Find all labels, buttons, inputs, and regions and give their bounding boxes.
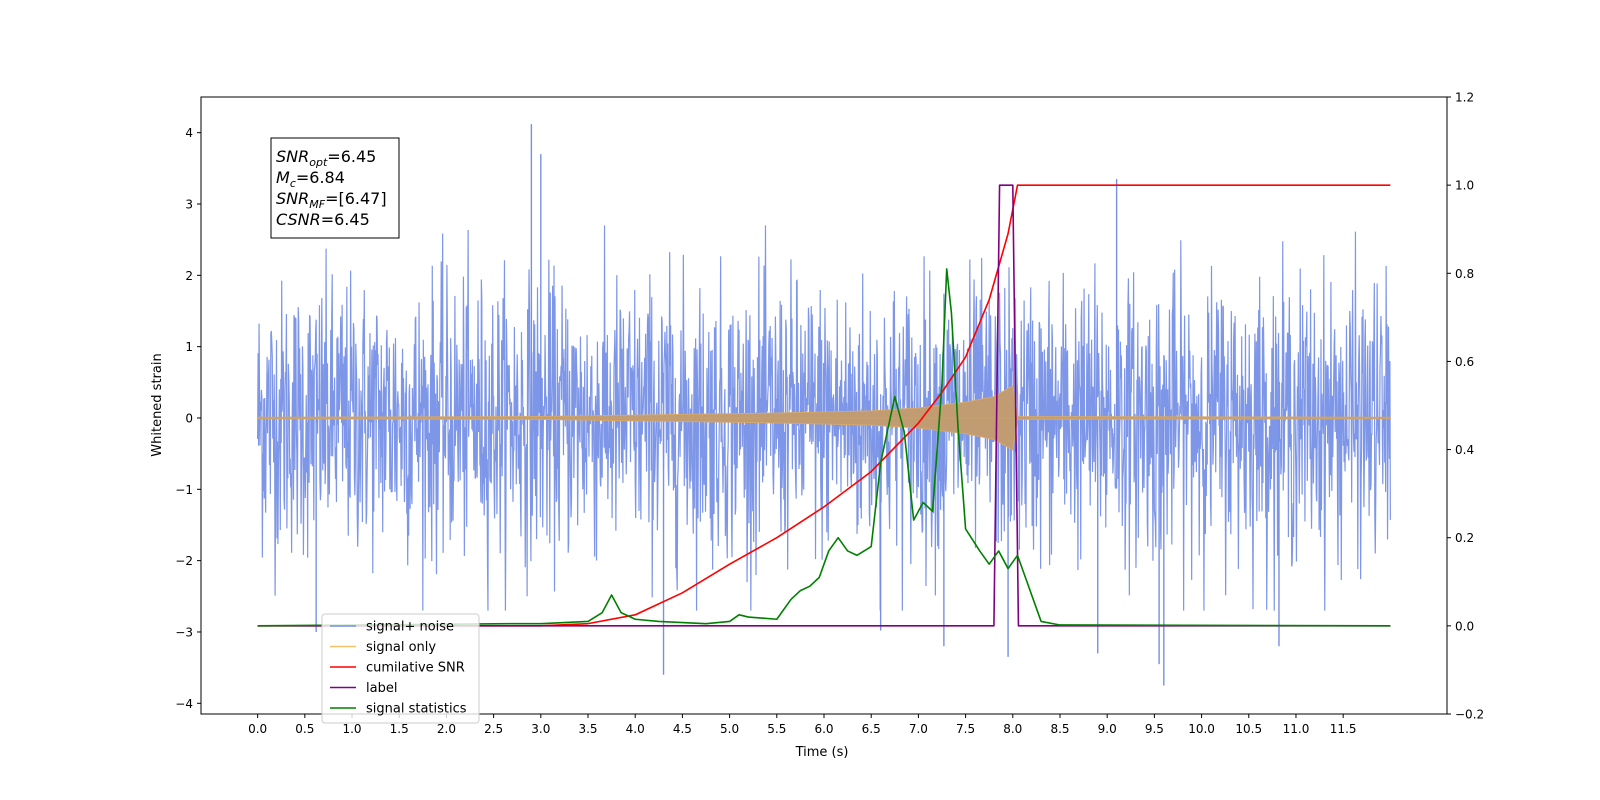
series-signal-only bbox=[257, 385, 1391, 451]
legend-label: cumilative SNR bbox=[366, 661, 465, 676]
x-tick-label: 9.5 bbox=[1145, 722, 1164, 736]
x-tick-label: 6.5 bbox=[862, 722, 881, 736]
x-tick-label: 0.5 bbox=[295, 722, 314, 736]
y-tick-label: 3 bbox=[185, 197, 193, 211]
x-tick-label: 8.5 bbox=[1050, 722, 1069, 736]
x-tick-label: 10.0 bbox=[1188, 722, 1215, 736]
y-tick-label: 1 bbox=[185, 340, 193, 354]
series-signal-noise bbox=[257, 124, 1391, 686]
x-axis-ticks: 0.0 0.5 1.0 1.5 2.0 2.5 3.0 3.5 4.0 4.5 5.0 5.5 6.0 6… bbox=[248, 714, 1357, 736]
y-tick-label: 4 bbox=[185, 126, 193, 140]
x-tick-label: 11.0 bbox=[1283, 722, 1310, 736]
x-tick-label: 3.5 bbox=[578, 722, 597, 736]
x-tick-label: 1.5 bbox=[390, 722, 409, 736]
annotation-box: SNRopt=6.45 Mc=6.84 SNRMF=[6.47] CSNR=6.45 bbox=[270, 137, 400, 239]
series-label bbox=[257, 184, 1391, 627]
x-tick-label: 7.5 bbox=[956, 722, 975, 736]
x-axis-label: Time (s) bbox=[795, 745, 849, 760]
x-tick-label: 11.5 bbox=[1330, 722, 1357, 736]
annotation-line: CSNR bbox=[276, 210, 321, 229]
x-tick-label: 7.0 bbox=[909, 722, 928, 736]
y-tick-label: 2 bbox=[185, 269, 193, 283]
y2-tick-label: 0.2 bbox=[1455, 531, 1474, 545]
y2-tick-label: 0.8 bbox=[1455, 267, 1474, 281]
y-tick-label: −4 bbox=[175, 697, 193, 711]
annotation-line: SNR bbox=[276, 147, 309, 166]
x-tick-label: 2.0 bbox=[437, 722, 456, 736]
y-tick-label: 0 bbox=[185, 411, 193, 425]
y2-tick-label: 1.2 bbox=[1455, 91, 1474, 105]
x-tick-label: 8.0 bbox=[1003, 722, 1022, 736]
y-tick-label: −1 bbox=[175, 483, 193, 497]
y2-tick-label: −0.2 bbox=[1455, 708, 1484, 722]
y-axis-label: Whitened strain bbox=[150, 353, 165, 456]
y-axis-ticks: 4 3 2 1 0 −1 −2 −3 −4 bbox=[175, 126, 201, 711]
x-tick-label: 4.0 bbox=[626, 722, 645, 736]
legend-label: label bbox=[366, 681, 397, 696]
x-tick-label: 9.0 bbox=[1098, 722, 1117, 736]
legend-label: signal+ noise bbox=[366, 620, 454, 635]
annotation-line: SNR bbox=[276, 189, 309, 208]
y2-tick-label: 0.0 bbox=[1455, 619, 1474, 633]
annotation-line: M bbox=[276, 168, 290, 187]
series-signal-statistics bbox=[257, 268, 1391, 627]
y2-axis-ticks: 1.2 1.0 0.8 0.6 0.4 0.2 0.0 −0.2 bbox=[1447, 91, 1484, 722]
x-tick-label: 1.0 bbox=[342, 722, 361, 736]
x-tick-label: 0.0 bbox=[248, 722, 267, 736]
plot-area bbox=[257, 124, 1391, 686]
x-tick-label: 3.0 bbox=[531, 722, 550, 736]
x-tick-label: 2.5 bbox=[484, 722, 503, 736]
x-tick-label: 6.0 bbox=[814, 722, 833, 736]
y-tick-label: −3 bbox=[175, 625, 193, 639]
x-tick-label: 4.5 bbox=[673, 722, 692, 736]
y2-tick-label: 1.0 bbox=[1455, 179, 1474, 193]
y2-tick-label: 0.4 bbox=[1455, 443, 1474, 457]
y-tick-label: −2 bbox=[175, 554, 193, 568]
legend-label: signal only bbox=[366, 640, 436, 655]
x-tick-label: 5.0 bbox=[720, 722, 739, 736]
legend: signal+ noise signal only cumilative SNR la… bbox=[321, 613, 480, 724]
x-tick-label: 5.5 bbox=[767, 722, 786, 736]
y2-tick-label: 0.6 bbox=[1455, 355, 1474, 369]
legend-label: signal statistics bbox=[366, 702, 467, 717]
x-tick-label: 10.5 bbox=[1235, 722, 1262, 736]
